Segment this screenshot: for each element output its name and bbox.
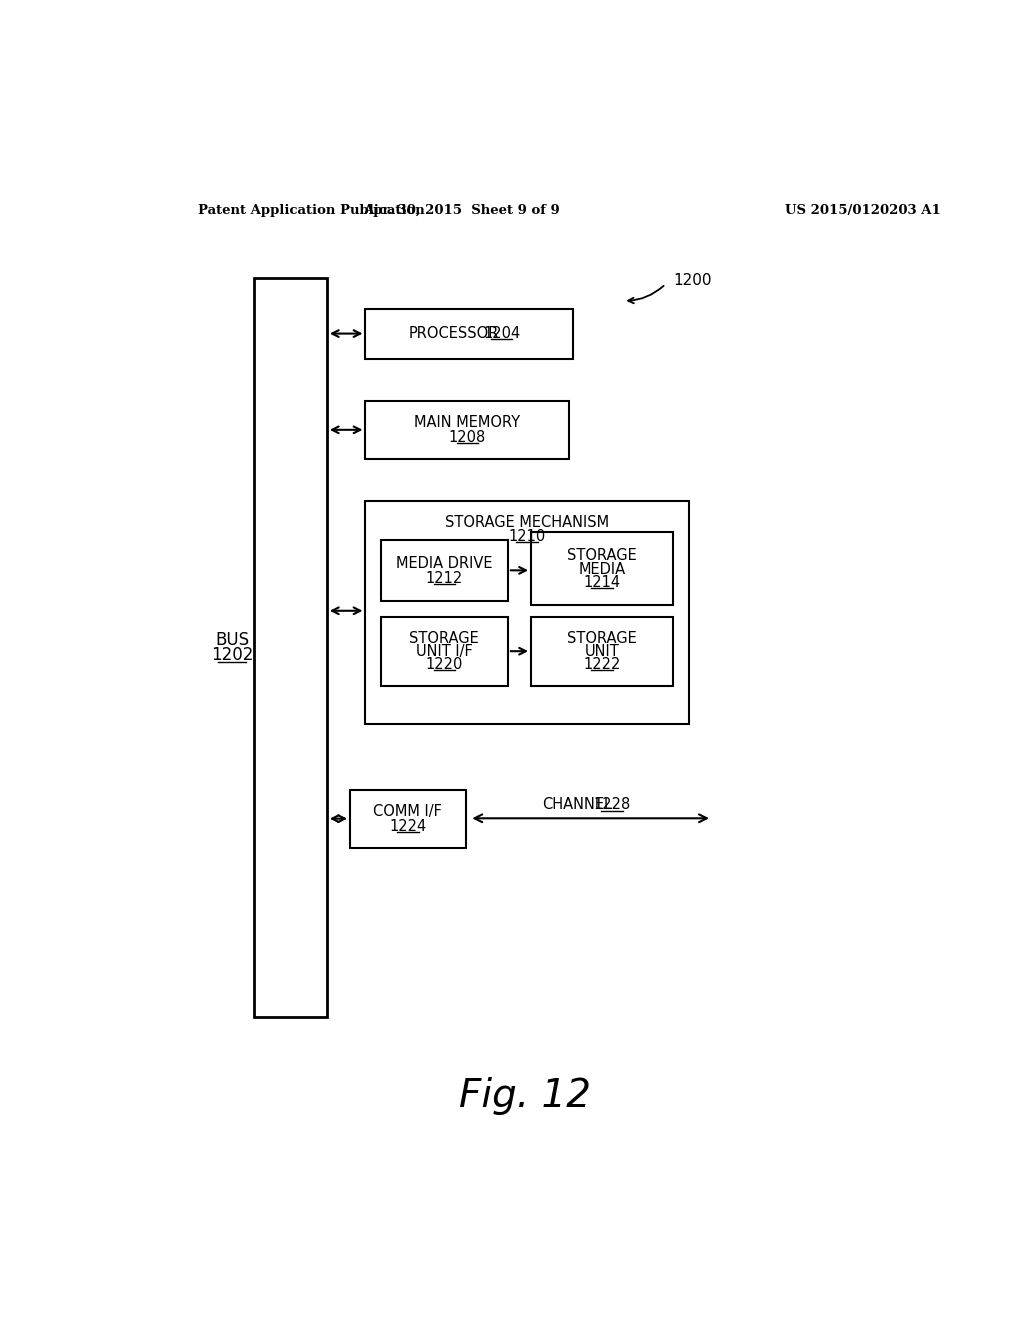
- Text: Patent Application Publication: Patent Application Publication: [199, 205, 425, 218]
- Bar: [531, 532, 674, 605]
- Text: Fig. 12: Fig. 12: [459, 1077, 591, 1115]
- Bar: [366, 502, 689, 725]
- Bar: [254, 277, 327, 1016]
- Text: UNIT I/F: UNIT I/F: [416, 644, 473, 659]
- Text: COMM I/F: COMM I/F: [374, 804, 442, 820]
- Text: US 2015/0120203 A1: US 2015/0120203 A1: [785, 205, 941, 218]
- Text: 1208: 1208: [449, 430, 486, 445]
- Text: 1210: 1210: [509, 529, 546, 544]
- Text: MEDIA DRIVE: MEDIA DRIVE: [396, 556, 493, 572]
- Bar: [366, 401, 569, 459]
- Text: 1228: 1228: [594, 797, 631, 812]
- Text: STORAGE MECHANISM: STORAGE MECHANISM: [445, 515, 609, 531]
- Text: CHANNEL: CHANNEL: [542, 797, 611, 812]
- Text: UNIT: UNIT: [585, 644, 620, 659]
- Text: STORAGE: STORAGE: [567, 631, 637, 645]
- Bar: [381, 616, 508, 686]
- Text: 1200: 1200: [674, 272, 712, 288]
- Text: Apr. 30, 2015  Sheet 9 of 9: Apr. 30, 2015 Sheet 9 of 9: [364, 205, 560, 218]
- Text: 1202: 1202: [211, 645, 253, 664]
- Text: MAIN MEMORY: MAIN MEMORY: [415, 416, 520, 430]
- Text: 1222: 1222: [584, 657, 621, 672]
- Bar: [531, 616, 674, 686]
- Text: STORAGE: STORAGE: [410, 631, 479, 645]
- Text: 1212: 1212: [426, 570, 463, 586]
- Bar: [350, 789, 466, 847]
- Text: 1214: 1214: [584, 574, 621, 590]
- Bar: [366, 309, 573, 359]
- Bar: [381, 540, 508, 601]
- Text: STORAGE: STORAGE: [567, 548, 637, 562]
- Text: MEDIA: MEDIA: [579, 562, 626, 577]
- Text: 1220: 1220: [426, 657, 463, 672]
- Text: 1204: 1204: [483, 326, 520, 341]
- Text: BUS: BUS: [215, 631, 249, 648]
- Text: PROCESSOR: PROCESSOR: [409, 326, 499, 341]
- Text: 1224: 1224: [389, 818, 426, 834]
